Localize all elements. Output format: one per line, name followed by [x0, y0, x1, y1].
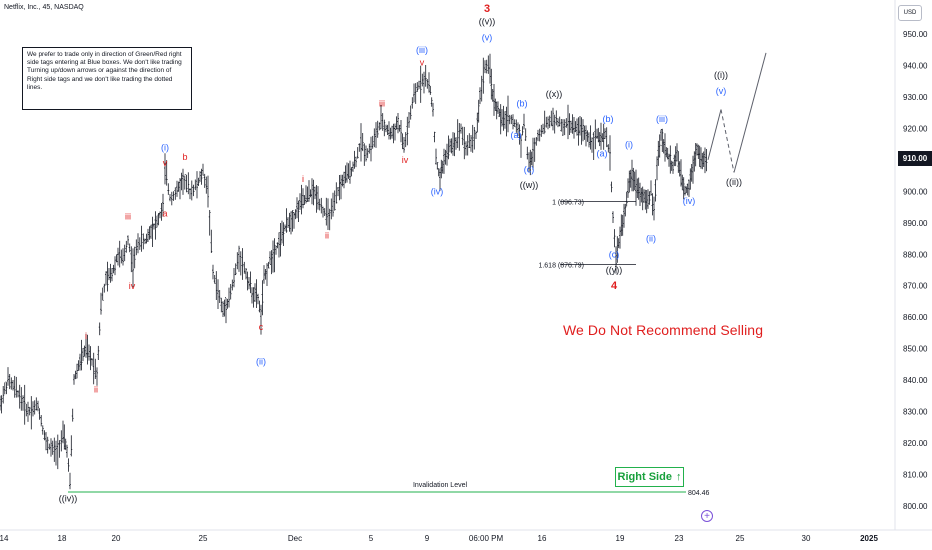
wave-label: a	[162, 209, 167, 219]
wave-label: (c)	[524, 164, 535, 174]
wave-label: i	[302, 174, 304, 184]
price-tick-label: 830.00	[903, 408, 928, 417]
arrow-up-icon: ↑	[675, 471, 682, 483]
fib-level-label: 1 (896.73)	[552, 200, 584, 207]
projection-line-final	[733, 52, 767, 173]
wave-label: (v)	[716, 86, 727, 96]
wave-label: ((iv))	[59, 493, 78, 503]
price-tick-label: 900.00	[903, 187, 928, 196]
wave-label: c	[259, 322, 264, 332]
wave-label: ii	[94, 385, 98, 395]
time-tick-label: 9	[425, 534, 430, 543]
wave-label: iv	[402, 155, 409, 165]
wave-label: (ii)	[646, 234, 656, 244]
wave-label: 3	[484, 3, 490, 15]
wave-label: (b)	[517, 98, 528, 108]
wave-label: (b)	[603, 114, 614, 124]
projection-line-dashed	[720, 109, 735, 173]
price-tick-label: 820.00	[903, 439, 928, 448]
price-tick-label: 870.00	[903, 282, 928, 291]
price-tick-label: 880.00	[903, 250, 928, 259]
price-tick-label: 890.00	[903, 219, 928, 228]
time-tick-label: 16	[538, 534, 547, 543]
time-tick-label: 19	[616, 534, 625, 543]
wave-label: v	[163, 158, 168, 168]
currency-badge[interactable]: USD	[898, 5, 922, 21]
symbol-title: Netflix, Inc., 45, NASDAQ	[4, 4, 84, 11]
wave-label: ((w))	[520, 180, 539, 190]
time-tick-label: 25	[199, 534, 208, 543]
right-side-label: Right Side	[617, 471, 672, 483]
wave-label: (c)	[609, 249, 620, 259]
time-tick-label: Dec	[288, 534, 302, 543]
wave-label: (iv)	[431, 186, 444, 196]
wave-label: (a)	[511, 130, 522, 140]
trading-note: We prefer to trade only in direction of …	[22, 47, 192, 110]
price-tick-label: 850.00	[903, 345, 928, 354]
time-tick-label: 25	[736, 534, 745, 543]
time-tick-label: 5	[369, 534, 374, 543]
wave-label: (v)	[482, 32, 493, 42]
wave-label: (a)	[597, 149, 608, 159]
price-tick-label: 940.00	[903, 61, 928, 70]
right-side-tag: Right Side ↑	[615, 467, 684, 487]
wave-label: (iv)	[683, 196, 696, 206]
time-tick-label: 14	[0, 534, 9, 543]
wave-label: (i)	[161, 142, 169, 152]
price-tick-label: 810.00	[903, 471, 928, 480]
wave-label: i	[85, 331, 87, 341]
wave-label: 4	[611, 280, 618, 292]
wave-label: (iii)	[416, 45, 428, 55]
invalidation-price-label: 804.46	[688, 490, 710, 497]
time-tick-label: 30	[802, 534, 811, 543]
last-price-tag: 910.00	[898, 151, 932, 166]
wave-label: (i)	[625, 139, 633, 149]
fib-level-label: 1.618 (876.79)	[538, 262, 584, 269]
wave-label: ((i))	[714, 70, 728, 80]
wave-label: iii	[125, 212, 131, 222]
wave-label: ((x))	[546, 89, 563, 99]
price-tick-label: 840.00	[903, 376, 928, 385]
wave-label: ((ii))	[726, 177, 742, 187]
wave-label: ii	[325, 231, 329, 241]
price-tick-label: 800.00	[903, 502, 928, 511]
projection-line-up	[707, 109, 722, 160]
plus-icon[interactable]: +	[701, 510, 713, 522]
wave-label: ((y))	[606, 265, 623, 275]
price-tick-label: 930.00	[903, 93, 928, 102]
time-tick-label: 06:00 PM	[469, 534, 504, 543]
price-tick-label: 950.00	[903, 30, 928, 39]
wave-label: ((v))	[479, 17, 496, 27]
invalidation-label: Invalidation Level	[413, 482, 468, 489]
wave-label: iii	[379, 98, 385, 108]
wave-label: (iii)	[656, 114, 668, 124]
price-tick-label: 860.00	[903, 313, 928, 322]
time-tick-label: 23	[675, 534, 684, 543]
time-tick-label: 2025	[860, 534, 878, 543]
sell-warning-text: We Do Not Recommend Selling	[563, 322, 764, 338]
price-tick-label: 920.00	[903, 124, 928, 133]
time-tick-label: 18	[58, 534, 67, 543]
wave-label: v	[420, 57, 425, 67]
wave-label: iv	[129, 281, 136, 291]
wave-label: b	[182, 152, 187, 162]
wave-label: (ii)	[256, 356, 266, 366]
time-tick-label: 20	[112, 534, 121, 543]
